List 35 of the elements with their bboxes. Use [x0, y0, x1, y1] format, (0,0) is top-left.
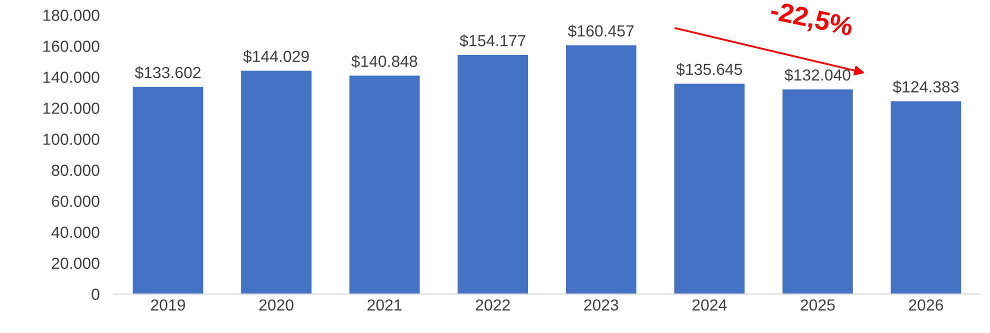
- y-tick-label: 160.000: [43, 40, 100, 52]
- data-label: $124.383: [892, 80, 959, 94]
- data-label: $144.029: [243, 50, 309, 63]
- data-label: $160.457: [568, 24, 634, 38]
- x-tick-label: 2024: [692, 299, 727, 311]
- y-tick-label: 0: [92, 288, 100, 300]
- data-label: $154.177: [460, 34, 526, 48]
- bar: [890, 101, 962, 294]
- y-tick-label: 120.000: [43, 102, 100, 114]
- bar: [241, 70, 312, 294]
- data-label: $140.848: [351, 54, 418, 68]
- y-tick-label: 20.000: [52, 258, 100, 269]
- x-tick-label: 2023: [584, 299, 618, 311]
- y-tick-label: 40.000: [51, 226, 100, 238]
- y-tick-label: 60.000: [52, 196, 100, 207]
- y-tick-label: 80.000: [52, 164, 100, 176]
- x-tick-label: 2026: [909, 299, 944, 311]
- data-label: $135.645: [676, 63, 742, 76]
- bar: [132, 86, 204, 294]
- annotation: -22,5%: [769, 0, 854, 40]
- bar: [566, 45, 636, 294]
- data-label: $132.040: [784, 68, 850, 82]
- x-tick-label: 2019: [151, 299, 185, 311]
- x-tick-label: 2020: [259, 299, 294, 311]
- x-tick-label: 2025: [800, 299, 835, 311]
- x-tick-label: 2021: [368, 299, 402, 311]
- bar: [458, 55, 528, 294]
- data-label: $133.602: [134, 66, 200, 80]
- y-tick-label: 100.000: [43, 134, 100, 145]
- bar: [349, 76, 420, 294]
- y-tick-label: 180.000: [43, 10, 100, 21]
- bar: [782, 89, 853, 294]
- bar: [674, 84, 745, 294]
- x-tick-label: 2022: [476, 299, 510, 311]
- y-tick-label: 140.000: [43, 72, 100, 83]
